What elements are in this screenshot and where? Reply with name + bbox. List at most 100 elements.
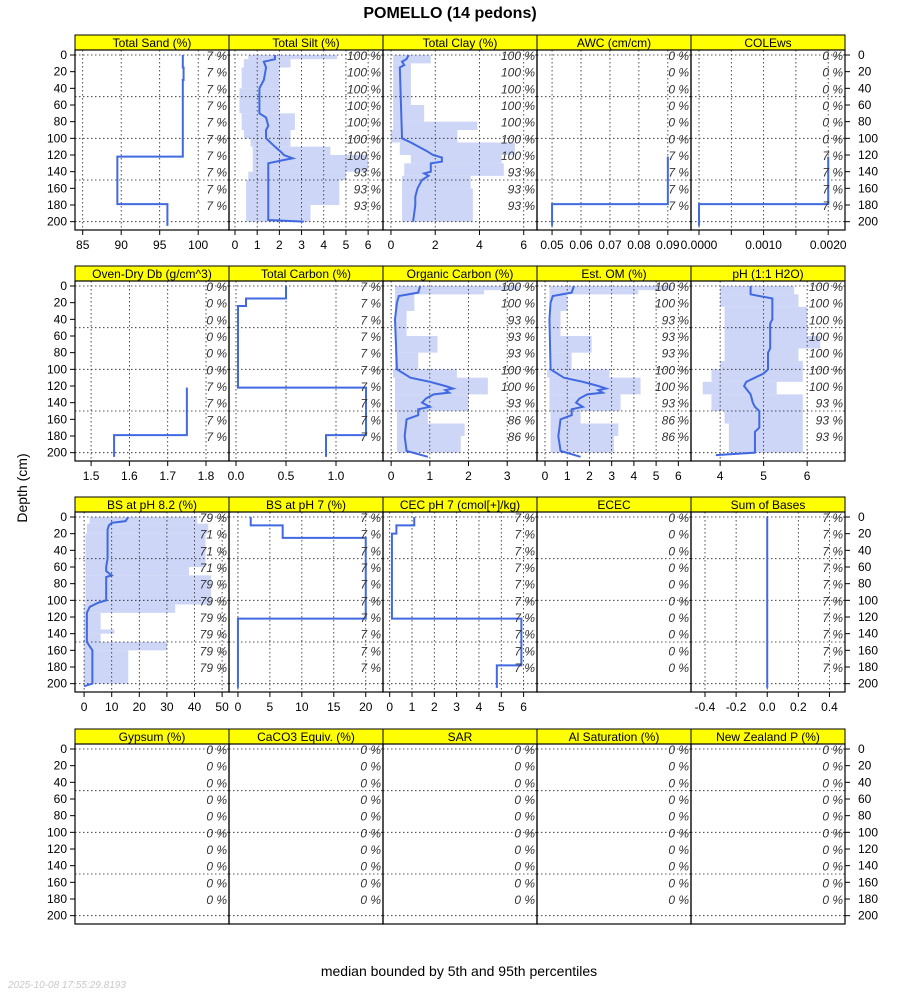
percentile-band bbox=[404, 163, 504, 176]
percentile-band bbox=[399, 142, 515, 155]
percentile-band bbox=[550, 423, 619, 436]
pct-label: 100 % bbox=[655, 380, 689, 394]
median-line bbox=[398, 54, 443, 222]
pct-label: 7 % bbox=[360, 661, 381, 675]
pct-label: 93 % bbox=[662, 330, 690, 344]
pct-label: 93 % bbox=[508, 182, 536, 196]
pct-label: 100 % bbox=[347, 99, 381, 113]
pct-label: 0 % bbox=[360, 793, 381, 807]
panel-title: SAR bbox=[448, 730, 473, 744]
pct-label: 71 % bbox=[200, 544, 228, 558]
y-tick-label: 80 bbox=[858, 809, 872, 823]
y-tick-label: 80 bbox=[858, 577, 872, 591]
y-tick-label: 200 bbox=[858, 677, 878, 691]
panel-title: Total Clay (%) bbox=[423, 36, 498, 50]
y-tick-label: 160 bbox=[47, 412, 67, 426]
pct-label: 86 % bbox=[662, 413, 690, 427]
pct-label: 7 % bbox=[668, 199, 689, 213]
pct-label: 0 % bbox=[668, 49, 689, 63]
x-tick-label: 0 bbox=[542, 469, 549, 483]
pct-label: 7 % bbox=[360, 430, 381, 444]
pct-label: 93 % bbox=[508, 347, 536, 361]
x-tick-label: 1 bbox=[426, 469, 433, 483]
y-tick-label: 100 bbox=[858, 825, 878, 839]
panel-title: Organic Carbon (%) bbox=[407, 267, 514, 281]
panel-frame bbox=[690, 49, 846, 231]
panel-title: BS at pH 7 (%) bbox=[266, 498, 346, 512]
pct-label: 0 % bbox=[822, 66, 843, 80]
percentile-band bbox=[393, 121, 478, 130]
pct-label: 0 % bbox=[822, 116, 843, 130]
x-tick-label: 1 bbox=[254, 238, 261, 252]
pct-label: 0 % bbox=[822, 826, 843, 840]
pct-label: 7 % bbox=[206, 166, 227, 180]
x-tick-label: 4 bbox=[717, 469, 724, 483]
y-tick-label: 0 bbox=[858, 48, 865, 62]
panel: Organic Carbon (%)100 %100 %93 %93 %93 %… bbox=[382, 265, 538, 483]
percentile-band bbox=[85, 567, 189, 576]
x-tick-label: 3 bbox=[298, 238, 305, 252]
panel-title: CaCO3 Equiv. (%) bbox=[257, 730, 355, 744]
y-tick-label: 0 bbox=[60, 279, 67, 293]
pct-label: 100 % bbox=[501, 149, 535, 163]
pct-label: 0 % bbox=[206, 810, 227, 824]
percentile-band bbox=[248, 171, 346, 180]
y-tick-label: 160 bbox=[858, 643, 878, 657]
pct-label: 7 % bbox=[668, 149, 689, 163]
percentile-band bbox=[394, 294, 415, 311]
percentile-band bbox=[394, 352, 419, 370]
percentile-band bbox=[85, 533, 206, 567]
pct-label: 0 % bbox=[822, 876, 843, 890]
pct-label: 0 % bbox=[206, 893, 227, 907]
pct-label: 7 % bbox=[360, 380, 381, 394]
percentile-band bbox=[549, 294, 568, 311]
pct-label: 93 % bbox=[508, 313, 536, 327]
pct-label: 79 % bbox=[200, 578, 228, 592]
pct-label: 0 % bbox=[206, 743, 227, 757]
panel-title: Gypsum (%) bbox=[119, 730, 186, 744]
pct-label: 7 % bbox=[822, 611, 843, 625]
pct-label: 86 % bbox=[662, 430, 690, 444]
percentile-band bbox=[711, 394, 803, 411]
pct-label: 7 % bbox=[206, 82, 227, 96]
percentile-band bbox=[410, 155, 502, 164]
y-tick-label: 40 bbox=[858, 81, 872, 95]
y-tick-label: 120 bbox=[858, 148, 878, 162]
y-tick-label: 160 bbox=[858, 181, 878, 195]
percentile-band bbox=[84, 633, 101, 642]
panel-title: Total Silt (%) bbox=[272, 36, 339, 50]
pct-label: 0 % bbox=[360, 760, 381, 774]
panel: Total Sand (%) 7 % 7 % 7 % 7 % 7 % 7 % 7 % 7 % 7 … bbox=[47, 34, 230, 252]
pct-label: 7 % bbox=[514, 561, 535, 575]
median-line bbox=[698, 156, 830, 226]
x-tick-label: 0.08 bbox=[627, 238, 651, 252]
x-tick-label: 90 bbox=[115, 238, 129, 252]
y-tick-label: 20 bbox=[54, 527, 68, 541]
pct-label: 100 % bbox=[347, 49, 381, 63]
x-tick-label: 0 bbox=[388, 469, 395, 483]
percentile-band bbox=[396, 423, 465, 436]
median-line bbox=[83, 516, 130, 688]
x-tick-label: 1.7 bbox=[159, 469, 176, 483]
median-line bbox=[548, 285, 610, 458]
percentile-band bbox=[393, 369, 457, 378]
pct-label: 0 % bbox=[206, 776, 227, 790]
x-tick-label: 6 bbox=[675, 469, 682, 483]
pct-label: 7 % bbox=[360, 644, 381, 658]
percentile-band bbox=[84, 642, 167, 651]
pct-label: 79 % bbox=[200, 511, 228, 525]
panel-title: AWC (cm/cm) bbox=[577, 36, 651, 50]
percentile-band bbox=[547, 369, 610, 378]
x-tick-label: 0.0000 bbox=[681, 238, 718, 252]
pct-label: 0 % bbox=[514, 776, 535, 790]
pct-label: 0 % bbox=[668, 66, 689, 80]
pct-label: 0 % bbox=[668, 843, 689, 857]
pct-label: 0 % bbox=[206, 826, 227, 840]
pct-label: 100 % bbox=[809, 380, 843, 394]
x-tick-label: 10 bbox=[105, 700, 119, 714]
y-tick-label: 140 bbox=[858, 859, 878, 873]
x-tick-label: 50 bbox=[215, 700, 229, 714]
panel-frame bbox=[690, 280, 846, 462]
percentile-band bbox=[720, 361, 803, 370]
